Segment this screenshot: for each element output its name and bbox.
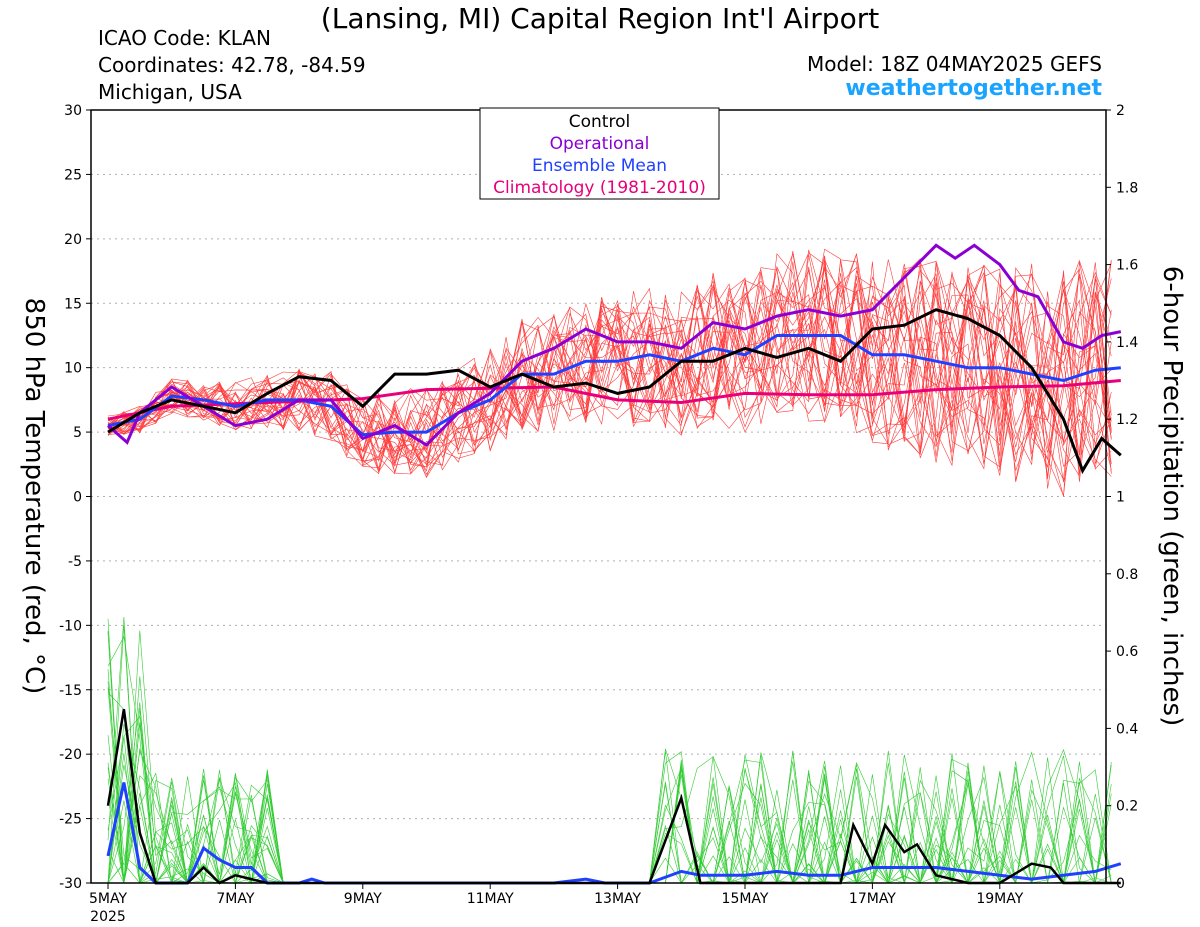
x-tick-label: 19MAY xyxy=(976,891,1023,907)
right-axis-label: 6-hour Precipitation (green, inches) xyxy=(1157,265,1187,727)
ensemble-precip-member xyxy=(107,723,1112,885)
left-tick-label: -30 xyxy=(59,876,82,892)
x-tick-label: 15MAY xyxy=(722,891,769,907)
ensemble-temperature-lines xyxy=(107,248,1112,497)
right-tick-label: 1.6 xyxy=(1116,258,1138,274)
left-tick-label: -20 xyxy=(59,747,82,763)
climatology-line xyxy=(107,379,1121,421)
right-tick-label: 0.8 xyxy=(1116,567,1138,583)
right-tick-label: 1.8 xyxy=(1116,180,1138,196)
left-tick-label: 5 xyxy=(73,425,82,441)
legend-box xyxy=(479,107,720,200)
ensemble-temp-member xyxy=(107,265,1112,472)
right-tick-label: 2 xyxy=(1116,103,1125,119)
left-tick-label: 15 xyxy=(64,296,82,312)
ensemble-temp-member xyxy=(107,261,1112,468)
x-tick-label: 9MAY xyxy=(344,891,382,907)
region: Michigan, USA xyxy=(98,80,242,104)
grid xyxy=(91,173,1106,820)
right-tick-label: 0 xyxy=(1116,876,1125,892)
left-tick-label: -15 xyxy=(59,683,82,699)
ensemble-temp-member xyxy=(107,252,1112,465)
right-tick-label: 1.4 xyxy=(1116,335,1138,351)
ensemble-precip-member xyxy=(108,676,1112,884)
x-tick-label: 5MAY xyxy=(89,891,127,907)
left-tick-label: 20 xyxy=(64,232,82,248)
ensemble-temp-member xyxy=(107,260,1112,465)
right-tick-label: 1 xyxy=(1116,490,1125,506)
axis-ticks: 302520151050-5-10-15-20-25-3021.81.61.41… xyxy=(59,103,1138,925)
control-temp-line xyxy=(107,308,1122,475)
x-tick-label: 7MAY xyxy=(216,891,254,907)
ensemble-temp-member xyxy=(107,259,1112,476)
left-tick-label: 10 xyxy=(64,361,82,377)
x-tick-label: 13MAY xyxy=(594,891,641,907)
x-tick-label: 17MAY xyxy=(849,891,896,907)
model-run: Model: 18Z 04MAY2025 GEFS xyxy=(807,52,1102,76)
x-tick-label: 11MAY xyxy=(467,891,514,907)
ensemble-temp-member xyxy=(107,255,1112,475)
left-tick-label: -25 xyxy=(59,812,82,828)
right-tick-label: 1.2 xyxy=(1116,412,1138,428)
right-tick-label: 0.6 xyxy=(1116,644,1138,660)
chart-title: (Lansing, MI) Capital Region Int'l Airpo… xyxy=(320,2,880,35)
legend-item: Control xyxy=(569,112,630,132)
ensemble-precip-member xyxy=(107,702,1112,884)
left-tick-label: -10 xyxy=(59,618,82,634)
ensemble-temp-member xyxy=(107,261,1112,497)
ensemble-precip-member xyxy=(107,681,1112,884)
right-tick-label: 0.2 xyxy=(1116,799,1138,815)
x-year-label: 2025 xyxy=(90,909,126,925)
left-tick-label: 30 xyxy=(64,103,82,119)
left-axis-label: 850 hPa Temperature (red, °C) xyxy=(19,297,49,695)
legend-item: Operational xyxy=(550,134,650,154)
coordinates: Coordinates: 42.78, -84.59 xyxy=(98,53,366,77)
operational-temp-line xyxy=(107,243,1122,447)
left-tick-label: 0 xyxy=(73,490,82,506)
ensemble-precip-member xyxy=(107,723,1112,884)
ensemble-precip-lines xyxy=(107,616,1112,885)
ensemble-mean-temp-line xyxy=(107,334,1121,437)
ensemble-temp-member xyxy=(107,258,1112,480)
legend-item: Climatology (1981-2010) xyxy=(493,178,706,198)
legend-item: Ensemble Mean xyxy=(532,156,667,176)
icao-code: ICAO Code: KLAN xyxy=(98,26,271,50)
ensemble-temp-member xyxy=(107,263,1112,463)
left-tick-label: -5 xyxy=(68,554,82,570)
right-tick-label: 0.4 xyxy=(1116,721,1138,737)
left-tick-label: 25 xyxy=(64,167,82,183)
site-link[interactable]: weathertogether.net xyxy=(845,76,1102,101)
